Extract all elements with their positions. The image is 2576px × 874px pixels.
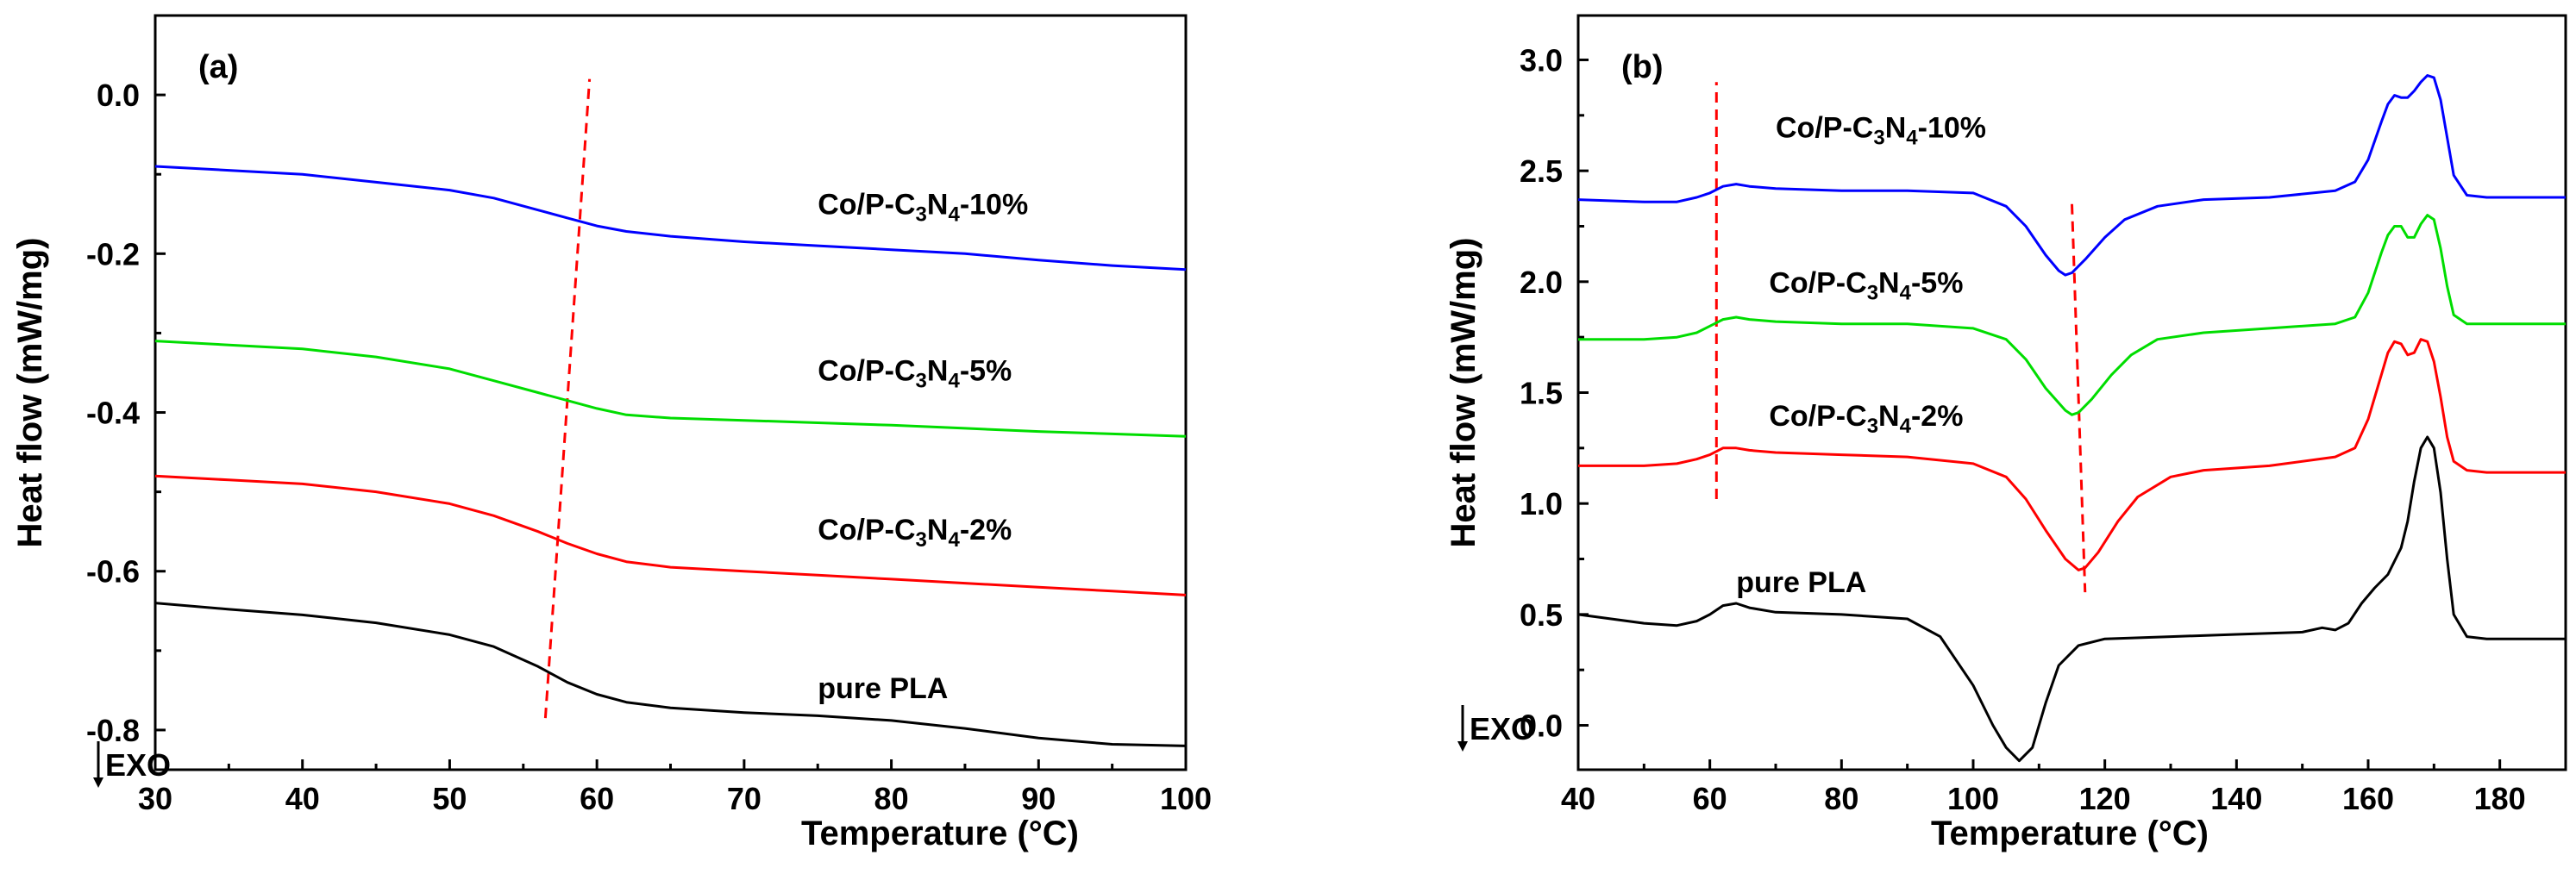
y-tick-label: 0.0	[97, 78, 140, 113]
panel-label: (b)	[1621, 49, 1664, 85]
exo-arrowhead-icon	[93, 777, 103, 788]
series-line	[1577, 74, 2566, 277]
x-tick-label: 60	[580, 781, 614, 816]
x-tick-label: 60	[1693, 781, 1727, 816]
exo-label: EXO	[1470, 711, 1535, 746]
exo-label: EXO	[105, 747, 171, 783]
guide-dashed-line	[2071, 203, 2087, 593]
y-axis-label: Heat flow (mW/mg)	[11, 238, 49, 548]
y-tick-label: -0.4	[86, 396, 140, 431]
series-label: Co/P-C3N4-10%	[818, 188, 1028, 226]
y-tick-label: 1.5	[1520, 376, 1563, 411]
x-tick-label: 40	[285, 781, 320, 816]
series-line	[154, 165, 1187, 272]
series-line	[154, 602, 1187, 747]
y-tick-label: 2.0	[1520, 265, 1563, 300]
plot-frame	[154, 14, 1188, 771]
series-label: Co/P-C3N4-2%	[1769, 400, 1963, 438]
x-tick-label: 180	[2474, 781, 2526, 816]
series-label: pure PLA	[1736, 566, 1866, 599]
y-tick-label: 2.5	[1520, 153, 1563, 189]
x-tick-label: 30	[138, 781, 172, 816]
panel-label: (a)	[198, 49, 238, 85]
x-tick-label: 120	[2079, 781, 2131, 816]
series-label: Co/P-C3N4-5%	[1769, 267, 1963, 305]
x-tick-label: 90	[1021, 781, 1056, 816]
x-tick-label: 80	[874, 781, 909, 816]
y-tick-label: 1.0	[1520, 486, 1563, 521]
chart-panel-b: 40 60 80 100 120 140 160 180 0.0 0.5 1.0 1.5 2.0 2.5 3…	[1445, 14, 2567, 852]
guide-dashed-line	[543, 78, 592, 719]
y-tick-label: -0.8	[86, 713, 140, 748]
x-tick-label: 140	[2210, 781, 2262, 816]
x-tick-label: 70	[727, 781, 762, 816]
y-tick-label: -0.2	[86, 236, 140, 272]
series-line	[154, 340, 1187, 438]
x-axis-label: Temperature (°C)	[1931, 815, 2209, 852]
plot-frame	[1576, 14, 2567, 771]
x-tick-label: 100	[1160, 781, 1212, 816]
chart-panel-a: 30 40 50 60 70 80 90 100 0.0 -0.2 -0.4 -0.6 -0.8 Temp…	[11, 14, 1212, 852]
series-line	[1577, 435, 2566, 763]
y-tick-label: 0.5	[1520, 597, 1563, 633]
x-tick-label: 40	[1561, 781, 1595, 816]
series-line	[154, 474, 1187, 596]
series-line	[1578, 338, 2566, 571]
x-tick-label: 160	[2342, 781, 2394, 816]
x-axis-label: Temperature (°C)	[801, 815, 1079, 852]
x-tick-label: 80	[1824, 781, 1858, 816]
exo-arrowhead-icon	[1457, 741, 1468, 752]
y-tick-label: 3.0	[1520, 42, 1563, 78]
series-label: Co/P-C3N4-10%	[1776, 112, 1986, 150]
series-line	[1578, 214, 2566, 416]
y-axis-label: Heat flow (mW/mg)	[1445, 238, 1482, 548]
x-tick-label: 100	[1947, 781, 1999, 816]
series-label: pure PLA	[818, 672, 948, 705]
series-label: Co/P-C3N4-5%	[818, 355, 1012, 393]
series-label: Co/P-C3N4-2%	[818, 514, 1012, 552]
y-tick-label: -0.6	[86, 554, 140, 590]
y-tick-label: 0.0	[1520, 709, 1563, 744]
x-tick-label: 50	[432, 781, 467, 816]
